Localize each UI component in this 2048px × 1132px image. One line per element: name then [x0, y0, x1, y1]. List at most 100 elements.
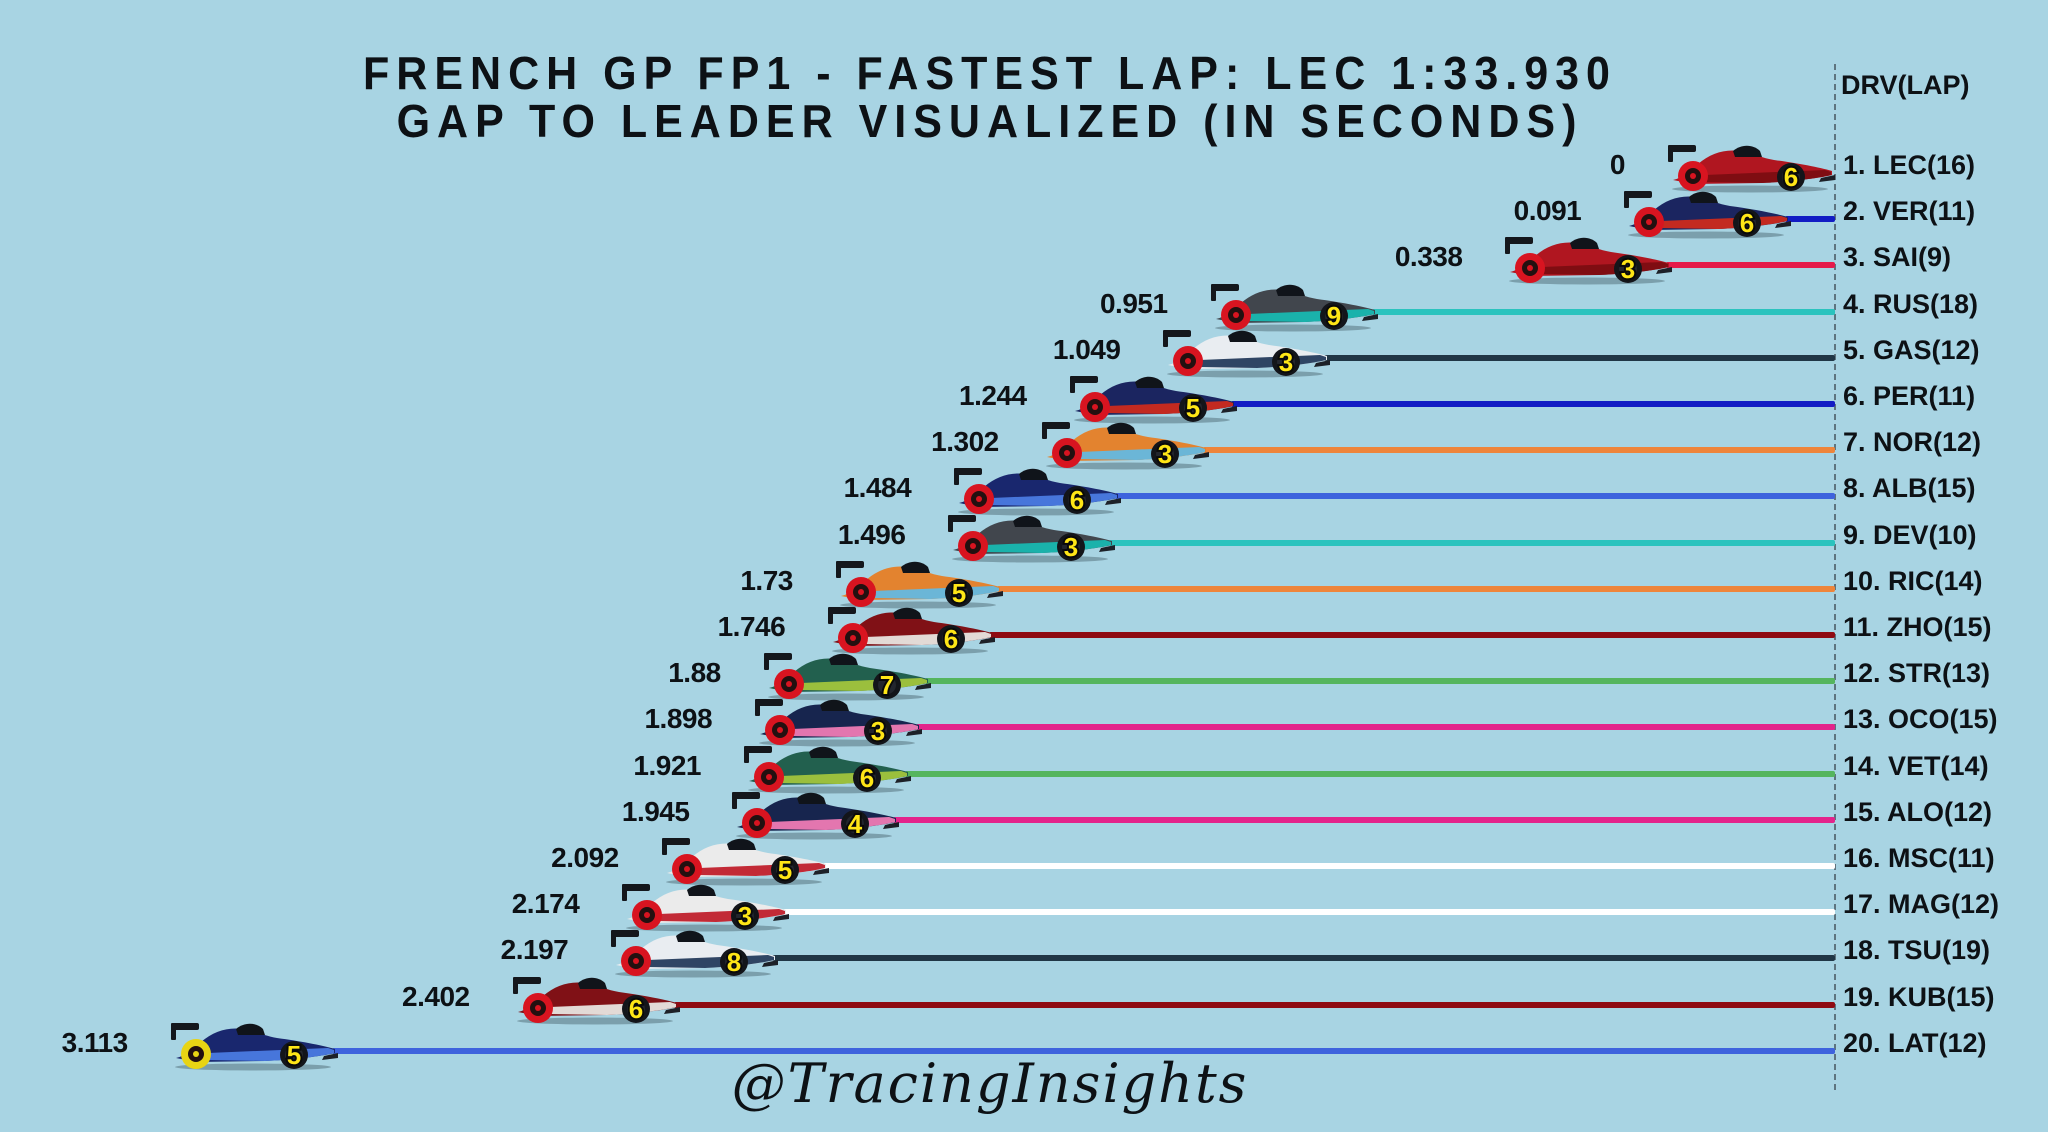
driver-label-msc: 16. MSC(11)	[1843, 843, 1995, 873]
gap-line-lat	[331, 1047, 1835, 1054]
svg-text:3: 3	[1279, 347, 1293, 377]
svg-text:4: 4	[848, 809, 863, 839]
driver-label-gas: 5. GAS(12)	[1843, 334, 1980, 365]
svg-text:3: 3	[871, 716, 885, 746]
driver-label-str: 12. STR(13)	[1843, 658, 1991, 689]
svg-text:6: 6	[628, 994, 642, 1024]
driver-label-ver: 2. VER(11)	[1843, 196, 1976, 227]
gap-line-mag	[783, 909, 1835, 916]
leader-reference-dashed-line	[1834, 64, 1836, 1090]
gap-value-sai: 0.338	[1394, 241, 1463, 273]
f1-car-icon-alfa_romeo-kub: 6	[510, 971, 680, 1025]
gap-line-str	[924, 678, 1835, 685]
f1-car-icon-alphatauri-tsu: 8	[608, 924, 779, 978]
f1-car-icon-alpine-oco: 3	[752, 693, 923, 747]
svg-text:3: 3	[1064, 532, 1078, 562]
gap-line-dev	[1109, 539, 1835, 546]
driver-label-ric: 10. RIC(14)	[1843, 565, 1983, 596]
chart-title-line2: GAP TO LEADER VISUALIZED (IN SECONDS)	[396, 96, 1584, 148]
svg-text:3: 3	[1158, 439, 1172, 469]
driver-label-kub: 19. KUB(15)	[1843, 981, 1995, 1012]
driver-label-lec: 1. LEC(16)	[1843, 150, 1976, 180]
gap-value-lec: 0	[1609, 149, 1626, 180]
gap-value-mag: 2.174	[511, 888, 580, 920]
svg-text:5: 5	[286, 1040, 300, 1070]
driver-label-rus: 4. RUS(18)	[1843, 288, 1979, 319]
gap-value-alb: 1.484	[843, 472, 912, 504]
gap-value-gas: 1.049	[1052, 333, 1121, 365]
svg-text:6: 6	[944, 624, 958, 654]
f1-car-icon-alpine-alo: 4	[729, 786, 900, 840]
driver-label-sai: 3. SAI(9)	[1843, 242, 1952, 273]
gap-value-alo: 1.945	[621, 795, 690, 827]
gap-line-ric	[996, 585, 1835, 592]
gap-line-ver	[1785, 216, 1835, 223]
svg-text:6: 6	[860, 763, 874, 793]
f1-car-icon-mercedes-rus: 9	[1208, 278, 1378, 332]
gap-value-tsu: 2.197	[500, 934, 569, 966]
gap-value-ver: 0.091	[1513, 195, 1582, 227]
f1-car-icon-williams-lat: 5	[168, 1017, 338, 1071]
f1-car-icon-red_bull-per: 5	[1067, 370, 1237, 424]
gap-line-alb	[1115, 493, 1835, 500]
f1-car-icon-haas-mag: 3	[619, 878, 790, 932]
gap-line-sai	[1666, 262, 1835, 269]
driver-label-alo: 15. ALO(12)	[1843, 796, 1993, 827]
gap-value-dev: 1.496	[837, 518, 906, 550]
driver-label-nor: 7. NOR(12)	[1843, 427, 1982, 458]
gap-value-ric: 1.73	[740, 564, 793, 596]
driver-lap-column-header: DRV(LAP)	[1841, 70, 1970, 100]
gap-value-oco: 1.898	[644, 703, 713, 735]
driver-label-per: 6. PER(11)	[1843, 381, 1976, 411]
f1-car-icon-alfa_romeo-zho: 6	[825, 601, 996, 655]
f1-car-icon-mclaren-ric: 5	[833, 555, 1003, 609]
gap-value-str: 1.88	[668, 657, 721, 689]
svg-text:7: 7	[879, 670, 893, 700]
gap-line-nor	[1202, 447, 1835, 454]
svg-text:8: 8	[727, 947, 741, 977]
gap-line-vet	[904, 770, 1835, 777]
svg-text:3: 3	[1621, 254, 1635, 284]
chart-title-line1: FRENCH GP FP1 - FASTEST LAP: LEC 1:33.93…	[363, 48, 1617, 100]
gap-value-lat: 3.113	[61, 1026, 129, 1058]
driver-label-mag: 17. MAG(12)	[1843, 889, 2000, 920]
gap-line-oco	[916, 724, 1835, 731]
svg-text:6: 6	[1740, 208, 1754, 238]
svg-text:9: 9	[1326, 301, 1340, 331]
gap-line-alo	[893, 816, 1835, 823]
f1-car-icon-mercedes-dev: 3	[945, 509, 1116, 563]
driver-label-tsu: 18. TSU(19)	[1843, 935, 1991, 966]
f1-car-icon-ferrari-lec: 6	[1665, 139, 1835, 193]
f1-car-icon-red_bull-ver: 6	[1621, 185, 1792, 239]
driver-label-vet: 14. VET(14)	[1843, 750, 1989, 781]
gap-value-per: 1.244	[959, 380, 1027, 411]
f1-car-icon-mclaren-nor: 3	[1039, 416, 1209, 470]
gap-line-per	[1230, 401, 1835, 407]
svg-text:3: 3	[738, 901, 752, 931]
gap-line-kub	[673, 1001, 1835, 1008]
gap-value-kub: 2.402	[402, 980, 470, 1012]
gap-line-tsu	[772, 955, 1835, 962]
driver-label-alb: 8. ALB(15)	[1843, 473, 1976, 504]
f1-car-icon-aston_martin-vet: 6	[741, 740, 911, 794]
gap-value-rus: 0.951	[1099, 287, 1168, 319]
gap-value-nor: 1.302	[931, 426, 999, 458]
driver-label-zho: 11. ZHO(15)	[1843, 612, 1992, 642]
f1-car-icon-haas-msc: 5	[659, 832, 829, 886]
svg-text:6: 6	[1784, 162, 1798, 192]
gap-line-rus	[1371, 308, 1835, 315]
svg-text:5: 5	[952, 578, 966, 608]
gap-value-vet: 1.921	[633, 749, 701, 781]
f1-car-icon-williams-alb: 6	[951, 462, 1122, 516]
gap-value-msc: 2.092	[551, 842, 619, 873]
svg-text:6: 6	[1070, 485, 1084, 515]
f1-car-icon-alphatauri-gas: 3	[1160, 324, 1331, 378]
gap-value-zho: 1.746	[717, 611, 786, 642]
gap-line-gas	[1324, 354, 1835, 361]
driver-label-lat: 20. LAT(12)	[1843, 1027, 1987, 1058]
svg-text:5: 5	[778, 855, 792, 885]
f1-car-icon-ferrari-sai: 3	[1502, 231, 1673, 285]
driver-label-oco: 13. OCO(15)	[1843, 704, 1998, 735]
f1-car-icon-aston_martin-str: 7	[761, 647, 931, 701]
